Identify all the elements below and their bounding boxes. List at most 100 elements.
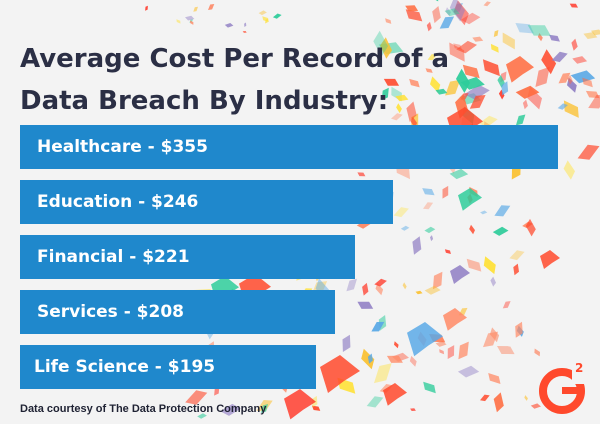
confetti-shape [557, 103, 568, 110]
confetti-shape [208, 4, 215, 10]
confetti-shape [494, 205, 511, 217]
confetti-shape [535, 66, 550, 87]
confetti-shape [385, 18, 392, 24]
confetti-shape [453, 43, 462, 50]
chart-title-line-1: Average Cost Per Record of a [20, 44, 450, 74]
confetti-shape [357, 172, 366, 177]
confetti-shape [525, 218, 536, 237]
confetti-shape [502, 301, 511, 309]
bar-life-science: Life Science - $195 [20, 345, 316, 389]
g2-logo: 2 [539, 361, 590, 414]
bar-label: Healthcare - $355 [37, 137, 208, 157]
confetti-shape [449, 0, 465, 22]
confetti-shape [427, 54, 437, 61]
confetti-shape [571, 38, 578, 51]
confetti-shape [502, 32, 515, 50]
confetti-shape [176, 19, 181, 24]
confetti-shape [426, 21, 432, 32]
confetti-shape [435, 0, 439, 2]
confetti-shape [483, 256, 496, 275]
confetti-shape [366, 396, 384, 408]
confetti-shape [524, 395, 528, 401]
confetti-shape [527, 25, 551, 36]
confetti-shape [261, 404, 268, 413]
confetti-arrow [450, 265, 470, 284]
confetti-shape [457, 365, 480, 378]
confetti-shape [460, 77, 485, 90]
confetti-shape [422, 188, 435, 196]
confetti-shape [439, 349, 445, 355]
confetti-shape [395, 94, 409, 102]
confetti-shape [515, 321, 523, 338]
confetti-shape [493, 392, 504, 413]
confetti-shape [258, 10, 267, 16]
confetti-shape [415, 290, 423, 295]
confetti-shape [449, 168, 469, 180]
confetti-shape [367, 353, 373, 364]
confetti-shape [435, 88, 448, 95]
confetti-shape [424, 285, 441, 295]
confetti-shape [447, 345, 455, 359]
confetti-shape [393, 207, 409, 218]
confetti-shape [551, 51, 568, 63]
confetti-shape [244, 22, 247, 27]
confetti-shape [478, 115, 498, 128]
confetti-shape [563, 100, 579, 118]
g2-logo-superscript: 2 [575, 361, 583, 375]
confetti-shape [583, 32, 598, 39]
bar-services: Services - $208 [20, 290, 335, 334]
confetti-shape [432, 6, 441, 24]
bar-education: Education - $246 [20, 180, 393, 224]
confetti-shape [572, 56, 588, 64]
confetti-shape [449, 42, 465, 62]
confetti-shape [537, 33, 543, 42]
confetti-shape [224, 23, 234, 28]
confetti-shape [423, 381, 436, 394]
confetti-shape [357, 301, 374, 309]
confetti-shape [444, 8, 460, 17]
confetti-shape [394, 341, 399, 349]
confetti-shape [585, 90, 600, 99]
confetti-arrow [320, 355, 360, 393]
confetti-shape [412, 236, 422, 255]
confetti-shape [373, 30, 388, 57]
bar-label: Services - $208 [37, 302, 184, 322]
confetti-shape [515, 114, 526, 126]
confetti-shape [469, 224, 475, 235]
confetti-arrow [443, 308, 467, 331]
confetti-shape [480, 394, 490, 402]
confetti-shape [409, 78, 420, 88]
confetti-shape [185, 390, 208, 405]
confetti-shape [569, 3, 578, 8]
source-footnote: Data courtesy of The Data Protection Com… [20, 403, 267, 415]
confetti-shape [190, 20, 194, 25]
confetti-arrow [383, 383, 407, 406]
confetti-shape [361, 348, 375, 370]
confetti-shape [549, 34, 560, 42]
confetti-shape [424, 226, 436, 234]
confetti-shape [488, 373, 501, 384]
confetti-shape [272, 13, 282, 19]
confetti-shape [567, 74, 573, 85]
confetti-shape [410, 408, 416, 411]
confetti-shape [534, 348, 540, 357]
confetti-shape [391, 113, 403, 121]
confetti-shape [483, 331, 499, 348]
confetti-shape [582, 77, 593, 88]
confetti-shape [193, 6, 198, 12]
bar-label: Education - $246 [37, 192, 199, 212]
confetti-shape [563, 160, 575, 180]
confetti-shape [456, 40, 477, 54]
confetti-arrow [506, 56, 534, 83]
bar-label: Life Science - $195 [34, 357, 216, 377]
confetti-shape [591, 29, 600, 36]
confetti-shape [515, 23, 534, 34]
confetti-shape [490, 43, 499, 53]
confetti-shape [458, 341, 469, 360]
confetti-shape [410, 116, 418, 128]
bar-healthcare: Healthcare - $355 [20, 125, 558, 169]
confetti-shape [501, 81, 509, 96]
confetti-shape [405, 5, 419, 12]
